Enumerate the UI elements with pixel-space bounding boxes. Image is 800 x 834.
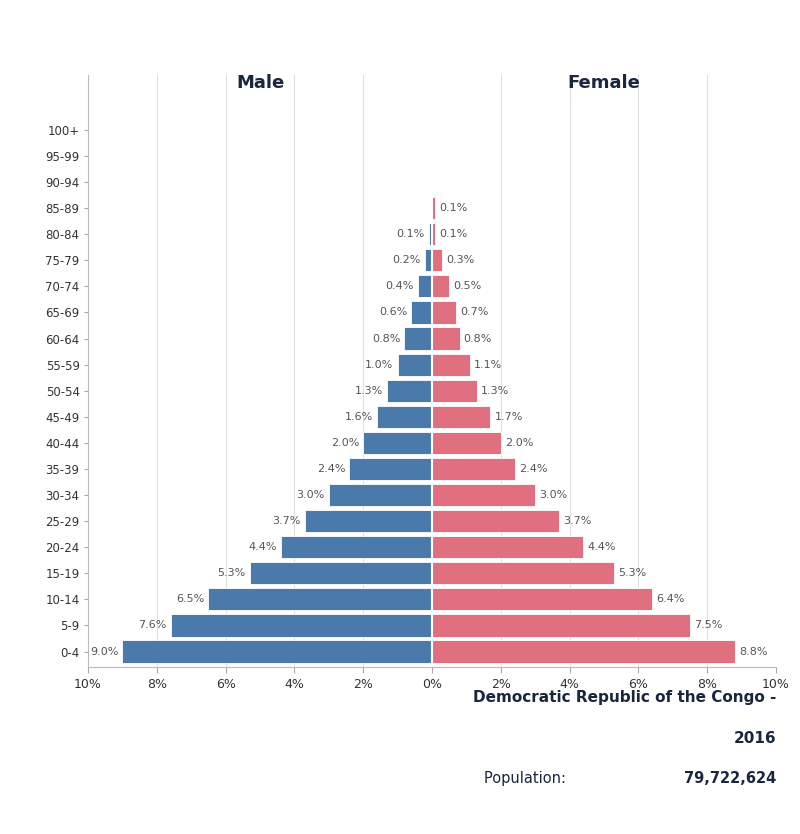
Bar: [350, 458, 432, 480]
Text: 1.0%: 1.0%: [366, 359, 394, 369]
Text: 0.8%: 0.8%: [464, 334, 492, 344]
Text: 0.1%: 0.1%: [439, 229, 468, 239]
Text: 3.7%: 3.7%: [563, 516, 592, 526]
Bar: [411, 301, 432, 324]
Bar: [432, 354, 470, 375]
Text: 0.1%: 0.1%: [439, 203, 468, 214]
Text: 1.6%: 1.6%: [345, 412, 373, 422]
Text: 5.3%: 5.3%: [218, 568, 246, 578]
Bar: [432, 615, 690, 636]
Text: 1.7%: 1.7%: [494, 412, 523, 422]
Bar: [387, 379, 432, 402]
Bar: [432, 224, 435, 245]
Text: 0.1%: 0.1%: [396, 229, 425, 239]
Text: 4.4%: 4.4%: [248, 542, 277, 552]
Text: 6.5%: 6.5%: [176, 595, 204, 605]
Text: 1.3%: 1.3%: [481, 385, 509, 395]
Text: 0.7%: 0.7%: [460, 308, 489, 318]
Text: 0.4%: 0.4%: [386, 281, 414, 291]
Text: 4.4%: 4.4%: [587, 542, 616, 552]
Bar: [432, 405, 490, 428]
Bar: [432, 458, 514, 480]
Text: Female: Female: [567, 74, 641, 92]
Text: 3.0%: 3.0%: [539, 490, 567, 500]
Text: 3.0%: 3.0%: [297, 490, 325, 500]
Bar: [250, 562, 432, 585]
Text: 3.7%: 3.7%: [272, 516, 301, 526]
Text: PopulationPyramid.net: PopulationPyramid.net: [69, 779, 235, 793]
Bar: [432, 379, 477, 402]
Bar: [305, 510, 432, 532]
Text: Democratic Republic of the Congo -: Democratic Republic of the Congo -: [473, 690, 776, 705]
Bar: [429, 224, 432, 245]
Text: 2.4%: 2.4%: [518, 464, 547, 474]
Text: 6.4%: 6.4%: [656, 595, 685, 605]
Bar: [432, 249, 442, 271]
Bar: [208, 588, 432, 610]
Bar: [377, 405, 432, 428]
Text: Population:: Population:: [484, 771, 570, 786]
Text: 1.1%: 1.1%: [474, 359, 502, 369]
Text: 79,722,624: 79,722,624: [684, 771, 776, 786]
Bar: [432, 562, 614, 585]
Text: 7.6%: 7.6%: [138, 620, 166, 631]
Text: Male: Male: [236, 74, 284, 92]
Text: 0.3%: 0.3%: [446, 255, 474, 265]
Text: 2016: 2016: [734, 731, 776, 746]
Text: 0.8%: 0.8%: [372, 334, 400, 344]
Bar: [405, 328, 432, 349]
Bar: [281, 536, 432, 558]
Text: 1.3%: 1.3%: [355, 385, 383, 395]
Bar: [170, 615, 432, 636]
Bar: [398, 354, 432, 375]
Bar: [418, 275, 432, 298]
Text: 2.0%: 2.0%: [505, 438, 534, 448]
Text: 8.8%: 8.8%: [739, 646, 767, 656]
Text: 0.5%: 0.5%: [454, 281, 482, 291]
Text: 0.6%: 0.6%: [379, 308, 407, 318]
Bar: [432, 328, 459, 349]
Bar: [425, 249, 432, 271]
Bar: [363, 432, 432, 454]
Text: 9.0%: 9.0%: [90, 646, 118, 656]
Bar: [432, 197, 435, 219]
Bar: [432, 641, 734, 663]
Text: 7.5%: 7.5%: [694, 620, 722, 631]
Text: 2.0%: 2.0%: [330, 438, 359, 448]
Bar: [432, 275, 450, 298]
Text: 5.3%: 5.3%: [618, 568, 646, 578]
Bar: [432, 510, 559, 532]
Text: 2.4%: 2.4%: [317, 464, 346, 474]
Text: 0.2%: 0.2%: [393, 255, 421, 265]
Bar: [432, 484, 535, 506]
Bar: [432, 536, 583, 558]
Bar: [329, 484, 432, 506]
Bar: [432, 588, 652, 610]
Bar: [432, 432, 501, 454]
Bar: [432, 301, 456, 324]
Bar: [122, 641, 432, 663]
